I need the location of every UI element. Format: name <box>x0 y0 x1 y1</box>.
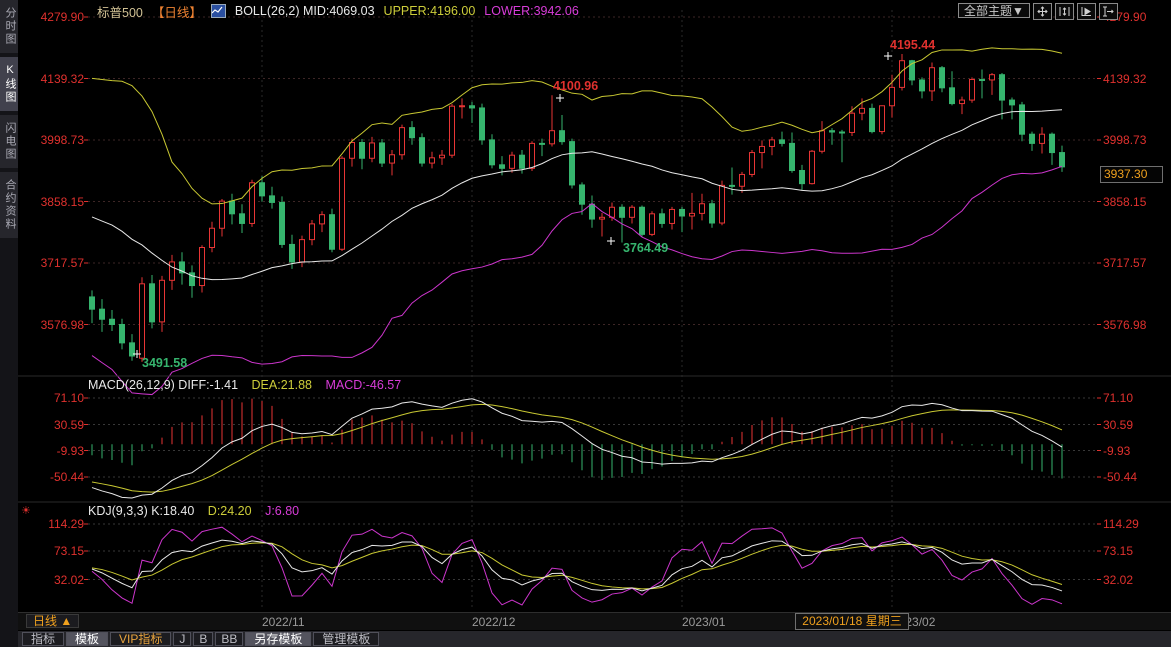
boll-lower-value: LOWER:3942.06 <box>484 4 579 18</box>
period-selector-button[interactable]: 日线 ▲ <box>26 614 80 628</box>
theme-dropdown[interactable]: 全部主题▼ <box>958 3 1030 18</box>
y-axis-label: -9.93 <box>56 443 84 458</box>
y-axis-label: 3998.73 <box>40 133 84 147</box>
kdj-j-value: J:6.80 <box>265 504 300 518</box>
y-axis-label: 4139.32 <box>1103 71 1147 86</box>
boll-upper-value: UPPER:4196.00 <box>383 4 476 18</box>
y-axis-label: 114.29 <box>48 517 84 531</box>
y-axis-label: 3576.98 <box>1103 317 1147 332</box>
price-annotation: 4100.96 <box>553 79 599 93</box>
toolbar-tab-j[interactable]: J <box>173 632 192 646</box>
y-axis-label: 30.59 <box>1103 417 1134 432</box>
boll-mid-value: BOLL(26,2) MID:4069.03 <box>234 4 375 18</box>
y-axis-label: 3717.57 <box>40 256 84 270</box>
y-axis-label: 32.02 <box>1103 572 1134 587</box>
price-annotation: 3764.49 <box>623 241 669 255</box>
y-axis-label: 3998.73 <box>1103 133 1147 147</box>
sidebar-tab-time-chart[interactable]: 分时图 <box>0 0 18 53</box>
topbar: 标普500 【日线】 BOLL(26,2) MID:4069.03 UPPER:… <box>97 3 579 20</box>
x-axis-date-label: 2022/12 <box>472 615 516 629</box>
chart-type-icon <box>210 4 226 18</box>
period-tag: 【日线】 <box>151 5 202 20</box>
macd-value: MACD:-46.57 <box>325 378 402 392</box>
toolbar-tab-manage-template[interactable]: 管理模板 <box>313 632 380 646</box>
top-controls: 全部主题▼ <box>958 3 1118 20</box>
y-axis-label: 114.29 <box>1103 517 1139 531</box>
y-axis-label: -9.93 <box>1103 443 1131 458</box>
y-axis-label: -50.44 <box>1103 470 1138 484</box>
macd-pane-header: MACD(26,12,9) DIFF:-1.41 DEA:21.88 MACD:… <box>88 378 411 392</box>
symbol-name: 标普500 <box>97 5 143 20</box>
y-axis-label: 3858.15 <box>1103 194 1147 209</box>
sidebar: 分时图 K线图闪电图合约资料 <box>0 0 18 647</box>
y-axis-label: 73.15 <box>1103 544 1134 558</box>
toolbar-tab-bb[interactable]: BB <box>215 632 244 646</box>
x-axis-date-label: 2023/01 <box>682 615 726 629</box>
x-axis-date-label: 2022/11 <box>262 615 305 629</box>
y-axis-label: 30.59 <box>53 417 84 432</box>
current-price-tag: 3937.30 <box>1100 166 1163 183</box>
price-annotation: 4195.44 <box>890 38 936 52</box>
y-axis-label: 73.15 <box>53 544 84 558</box>
pan-tool-icon[interactable] <box>1032 3 1052 20</box>
shift-right-icon[interactable] <box>1098 3 1118 20</box>
fit-vertical-icon[interactable] <box>1054 3 1074 20</box>
sidebar-tab-contract-info[interactable]: 合约资料 <box>0 172 18 238</box>
toolbar-tab-save-template[interactable]: 另存模板 <box>245 632 312 646</box>
kdj-k-value: KDJ(9,3,3) K:18.40 <box>88 504 195 518</box>
macd-diff-value: MACD(26,12,9) DIFF:-1.41 <box>88 378 239 392</box>
toolbar-tab-template[interactable]: 模板 <box>66 632 109 646</box>
y-axis-label: 3717.57 <box>1103 256 1147 270</box>
kdj-settings-icon[interactable]: ☀ <box>21 505 31 517</box>
y-axis-label: 3576.98 <box>40 317 84 332</box>
date-axis: 日线 ▲ 2023/01/18 星期三 2022/11 2022/12 2023/0… <box>18 612 1171 630</box>
y-axis-label: 71.10 <box>1103 391 1134 405</box>
sidebar-tab-flash-chart[interactable]: 闪电图 <box>0 115 18 168</box>
macd-dea-value: DEA:21.88 <box>251 378 312 392</box>
zoom-in-axis-icon[interactable] <box>1076 3 1096 20</box>
toolbar-tab-b[interactable]: B <box>193 632 214 646</box>
y-axis-label: 71.10 <box>53 391 84 405</box>
y-axis-label: 4279.90 <box>40 10 84 24</box>
toolbar-tab-vip-indicators[interactable]: VIP指标 <box>110 632 172 646</box>
y-axis-label: 32.02 <box>53 572 84 587</box>
sidebar-tab-kline-chart[interactable]: K线图 <box>0 57 18 111</box>
bottom-toolbar: 指标 模板 VIP指标 J B BB 另存模板 管理模板 <box>18 631 1171 647</box>
kdj-pane-header: KDJ(9,3,3) K:18.40 D:24.20 J:6.80 <box>88 504 309 518</box>
kdj-d-value: D:24.20 <box>207 504 252 518</box>
y-axis-label: -50.44 <box>49 470 84 484</box>
price-annotation: 3491.58 <box>142 356 188 370</box>
toolbar-tab-indicators[interactable]: 指标 <box>22 632 65 646</box>
y-axis-label: 3858.15 <box>40 194 84 209</box>
y-axis-label: 4139.32 <box>40 71 84 86</box>
selected-date-box: 2023/01/18 星期三 <box>795 613 909 630</box>
